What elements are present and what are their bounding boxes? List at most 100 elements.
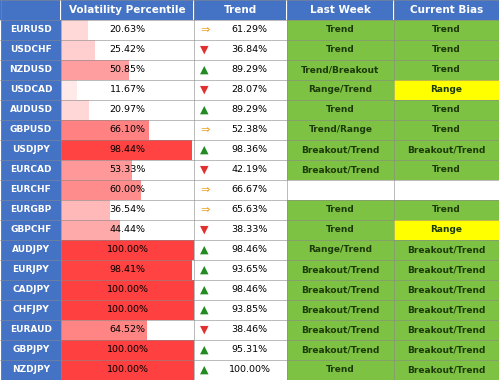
Text: Trend: Trend xyxy=(432,106,461,114)
Text: 36.84%: 36.84% xyxy=(232,46,267,54)
Bar xyxy=(61,20,88,40)
Bar xyxy=(287,200,394,220)
Bar xyxy=(61,320,147,340)
Bar xyxy=(61,120,194,140)
Text: ▲: ▲ xyxy=(200,105,209,115)
Bar xyxy=(61,280,194,300)
Text: Last Week: Last Week xyxy=(310,5,371,15)
Bar xyxy=(287,20,394,40)
Text: CHFJPY: CHFJPY xyxy=(12,306,49,315)
Text: Breakout/Trend: Breakout/Trend xyxy=(407,245,486,255)
Text: 100.00%: 100.00% xyxy=(229,366,270,375)
Bar xyxy=(287,300,394,320)
Text: Trend: Trend xyxy=(432,125,461,135)
Bar xyxy=(61,60,194,80)
Bar xyxy=(194,360,287,380)
Text: Breakout/Trend: Breakout/Trend xyxy=(407,266,486,274)
Text: Trend: Trend xyxy=(326,206,355,214)
Bar xyxy=(194,300,287,320)
Bar xyxy=(1,40,61,60)
Text: Range: Range xyxy=(431,86,463,95)
Text: 98.46%: 98.46% xyxy=(232,245,267,255)
Text: 100.00%: 100.00% xyxy=(106,345,149,355)
Bar xyxy=(194,100,287,120)
Text: Trend: Trend xyxy=(432,166,461,174)
Bar xyxy=(1,360,61,380)
Bar xyxy=(1,320,61,340)
Text: NZDUSD: NZDUSD xyxy=(9,65,52,74)
Bar xyxy=(1,240,61,260)
Text: Trend: Trend xyxy=(326,25,355,35)
Text: Breakout/Trend: Breakout/Trend xyxy=(301,345,380,355)
Bar xyxy=(61,60,129,80)
Bar xyxy=(61,240,194,260)
Bar xyxy=(61,320,194,340)
Bar xyxy=(1,220,61,240)
Bar xyxy=(287,360,394,380)
Text: Volatility Percentile: Volatility Percentile xyxy=(69,5,186,15)
Bar xyxy=(194,160,287,180)
Text: ▲: ▲ xyxy=(200,365,209,375)
Text: GBPUSD: GBPUSD xyxy=(10,125,52,135)
Bar xyxy=(61,200,194,220)
Text: Breakout/Trend: Breakout/Trend xyxy=(407,306,486,315)
Bar xyxy=(61,220,120,240)
Text: EURAUD: EURAUD xyxy=(10,326,52,334)
Bar xyxy=(394,200,499,220)
Bar xyxy=(194,340,287,360)
Text: ▲: ▲ xyxy=(200,285,209,295)
Text: EURJPY: EURJPY xyxy=(12,266,49,274)
Bar xyxy=(394,260,499,280)
Bar xyxy=(61,120,149,140)
Bar xyxy=(194,20,287,40)
Bar xyxy=(394,0,395,20)
Bar xyxy=(287,80,394,100)
Text: Trend: Trend xyxy=(432,46,461,54)
Text: 93.65%: 93.65% xyxy=(232,266,267,274)
Text: Breakout/Trend: Breakout/Trend xyxy=(301,146,380,155)
Bar xyxy=(1,340,61,360)
Text: EURCAD: EURCAD xyxy=(10,166,52,174)
Text: NZDJPY: NZDJPY xyxy=(12,366,50,375)
Bar xyxy=(1,280,61,300)
Text: ⇒: ⇒ xyxy=(200,185,210,195)
Text: 100.00%: 100.00% xyxy=(106,306,149,315)
Text: 42.19%: 42.19% xyxy=(232,166,267,174)
Bar xyxy=(61,300,194,320)
Bar xyxy=(286,0,287,20)
Text: Trend: Trend xyxy=(432,25,461,35)
Bar xyxy=(287,60,394,80)
Text: 98.41%: 98.41% xyxy=(109,266,146,274)
Bar xyxy=(1,100,61,120)
Text: Trend: Trend xyxy=(326,106,355,114)
Text: 100.00%: 100.00% xyxy=(106,366,149,375)
Bar xyxy=(1,80,61,100)
Text: 28.07%: 28.07% xyxy=(232,86,267,95)
Bar xyxy=(394,40,499,60)
Bar xyxy=(194,180,287,200)
Bar xyxy=(287,260,394,280)
Bar xyxy=(287,100,394,120)
Text: Breakout/Trend: Breakout/Trend xyxy=(407,326,486,334)
Text: 25.42%: 25.42% xyxy=(109,46,146,54)
Bar xyxy=(61,180,194,200)
Bar xyxy=(1,260,61,280)
Text: ▼: ▼ xyxy=(200,225,209,235)
Bar xyxy=(287,340,394,360)
Text: Range/Trend: Range/Trend xyxy=(308,86,372,95)
Text: ▲: ▲ xyxy=(200,245,209,255)
Bar xyxy=(61,80,194,100)
Text: Breakout/Trend: Breakout/Trend xyxy=(407,285,486,294)
Bar xyxy=(287,240,394,260)
Bar xyxy=(61,260,194,280)
Text: ▼: ▼ xyxy=(200,165,209,175)
Bar xyxy=(394,240,499,260)
Text: Trend: Trend xyxy=(326,366,355,375)
Text: Range: Range xyxy=(431,225,463,234)
Text: 89.29%: 89.29% xyxy=(232,106,267,114)
Bar xyxy=(394,160,499,180)
Bar xyxy=(287,40,394,60)
Text: 20.63%: 20.63% xyxy=(109,25,146,35)
Bar xyxy=(394,320,499,340)
Text: 100.00%: 100.00% xyxy=(106,245,149,255)
